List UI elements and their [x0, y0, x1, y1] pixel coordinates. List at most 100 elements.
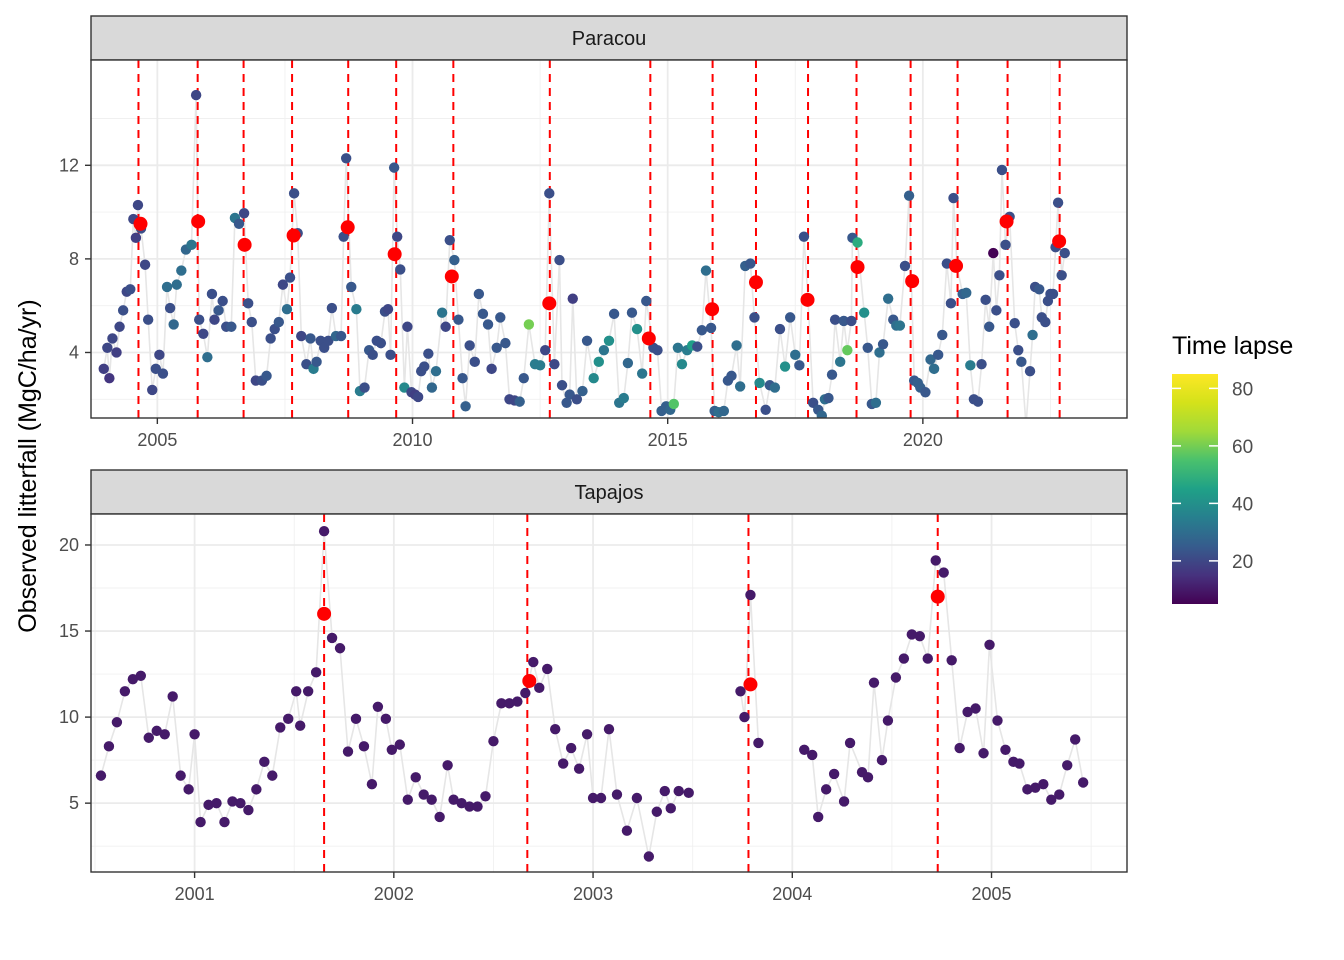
data-point-tapajos	[380, 713, 392, 725]
data-point-paracou	[588, 373, 599, 384]
legend-tick-label: 80	[1232, 379, 1253, 400]
data-point-paracou	[567, 293, 578, 304]
data-point-paracou	[996, 164, 1008, 176]
data-point-tapajos	[1054, 789, 1065, 800]
data-point-paracou	[598, 344, 610, 356]
data-point-paracou	[920, 387, 931, 398]
data-point-paracou	[874, 347, 885, 358]
data-point-tapajos	[159, 729, 170, 740]
data-point-tapajos	[372, 701, 384, 712]
data-point-paracou	[988, 247, 999, 259]
data-point-paracou	[419, 361, 430, 372]
data-point-paracou	[277, 279, 289, 290]
data-point-paracou	[281, 303, 293, 315]
data-point-paracou	[209, 314, 220, 325]
data-point-paracou	[798, 231, 810, 242]
data-point-paracou	[608, 308, 620, 320]
data-point-paracou	[226, 321, 237, 332]
data-point-tapajos	[480, 791, 491, 802]
data-point-paracou	[1052, 197, 1064, 208]
facet-strip-tapajos	[90, 469, 1128, 515]
data-point-tapajos	[203, 799, 214, 811]
data-point-paracou	[359, 382, 370, 393]
data-point-paracou	[168, 319, 179, 330]
data-point-tapajos	[595, 792, 607, 804]
data-point-paracou	[540, 344, 551, 356]
data-point-paracou	[202, 351, 213, 363]
data-point-tapajos	[302, 686, 314, 697]
data-point-paracou	[261, 370, 272, 382]
data-layer-paracou	[98, 60, 1070, 418]
data-point-paracou	[246, 316, 257, 328]
data-point-paracou	[994, 270, 1005, 281]
data-point-paracou	[734, 381, 746, 392]
data-point-paracou	[754, 377, 765, 389]
data-point-tapajos	[862, 772, 874, 783]
data-point-paracou	[107, 333, 118, 344]
data-point-paracou	[1059, 247, 1070, 259]
y-axis-title: Observed litterfall (MgC/ha/yr)	[14, 299, 42, 632]
data-point-tapajos	[402, 794, 413, 805]
data-point-paracou	[114, 321, 125, 332]
peak-point-paracou	[237, 237, 252, 252]
facet-paracou: Paracou 2005 2010 2015 2020 4 8 12	[59, 15, 1128, 450]
data-point-paracou	[238, 208, 250, 219]
data-point-paracou	[834, 356, 846, 368]
data-point-tapajos	[1038, 779, 1049, 790]
data-point-tapajos	[504, 698, 515, 709]
data-point-paracou	[351, 303, 362, 315]
data-point-paracou	[692, 341, 703, 352]
data-point-paracou	[273, 316, 285, 328]
data-point-tapajos	[135, 670, 147, 681]
data-point-tapajos	[643, 851, 655, 862]
data-point-paracou	[948, 192, 959, 204]
data-point-paracou	[402, 321, 413, 332]
data-point-paracou	[549, 358, 560, 370]
data-point-paracou	[862, 342, 873, 354]
data-point-tapajos	[1000, 744, 1011, 755]
data-point-paracou	[899, 260, 911, 272]
data-point-paracou	[794, 360, 805, 371]
x-tick-label-paracou: 2020	[903, 430, 943, 450]
data-point-paracou	[838, 315, 849, 327]
data-point-tapajos	[1077, 777, 1089, 788]
data-point-paracou	[976, 358, 987, 370]
data-point-paracou	[769, 382, 781, 393]
data-point-paracou	[1024, 366, 1036, 377]
data-point-tapajos	[565, 742, 577, 754]
data-point-paracou	[826, 369, 838, 380]
data-point-paracou	[98, 363, 109, 375]
data-point-paracou	[473, 288, 485, 300]
data-point-tapajos	[251, 784, 262, 795]
data-point-tapajos	[456, 797, 467, 809]
data-point-tapajos	[735, 686, 746, 697]
data-point-tapajos	[426, 794, 437, 805]
data-point-tapajos	[119, 686, 131, 697]
data-point-tapajos	[512, 696, 523, 707]
data-point-tapajos	[673, 785, 684, 797]
data-point-tapajos	[143, 732, 154, 743]
peak-point-paracou	[999, 214, 1014, 229]
data-point-paracou	[469, 356, 480, 368]
data-point-paracou	[903, 190, 915, 201]
data-point-tapajos	[472, 801, 483, 812]
data-point-tapajos	[95, 770, 107, 781]
data-point-paracou	[668, 398, 680, 410]
data-point-tapajos	[291, 686, 302, 697]
data-point-paracou	[731, 340, 742, 351]
data-point-tapajos	[868, 677, 880, 688]
peak-point-tapajos	[930, 589, 945, 604]
data-point-paracou	[323, 335, 334, 346]
data-point-paracou	[1027, 329, 1038, 341]
data-point-paracou	[816, 410, 828, 418]
y-tick-label-paracou: 4	[69, 342, 79, 362]
data-point-tapajos	[984, 639, 995, 651]
data-point-paracou	[784, 312, 796, 323]
data-point-paracou	[154, 349, 165, 361]
data-point-tapajos	[183, 784, 194, 795]
data-point-tapajos	[876, 754, 888, 766]
data-point-tapajos	[358, 741, 370, 752]
data-point-paracou	[486, 363, 497, 375]
data-point-paracou	[426, 382, 438, 393]
data-point-tapajos	[631, 792, 643, 804]
